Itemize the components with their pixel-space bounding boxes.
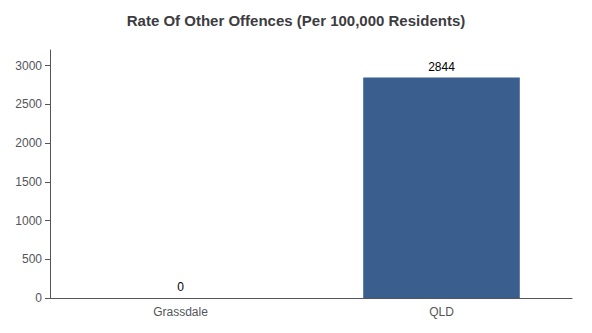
svg-text:0: 0	[35, 291, 42, 305]
svg-text:2000: 2000	[15, 136, 42, 150]
svg-text:Grassdale: Grassdale	[153, 305, 208, 319]
svg-text:Rate Of Other Offences (Per 10: Rate Of Other Offences (Per 100,000 Resi…	[127, 12, 465, 29]
svg-text:3000: 3000	[15, 59, 42, 73]
svg-text:QLD: QLD	[429, 305, 454, 319]
svg-text:0: 0	[177, 280, 184, 294]
svg-text:1000: 1000	[15, 214, 42, 228]
svg-text:2844: 2844	[428, 60, 455, 74]
svg-text:2500: 2500	[15, 97, 42, 111]
svg-text:500: 500	[22, 252, 42, 266]
svg-text:1500: 1500	[15, 175, 42, 189]
